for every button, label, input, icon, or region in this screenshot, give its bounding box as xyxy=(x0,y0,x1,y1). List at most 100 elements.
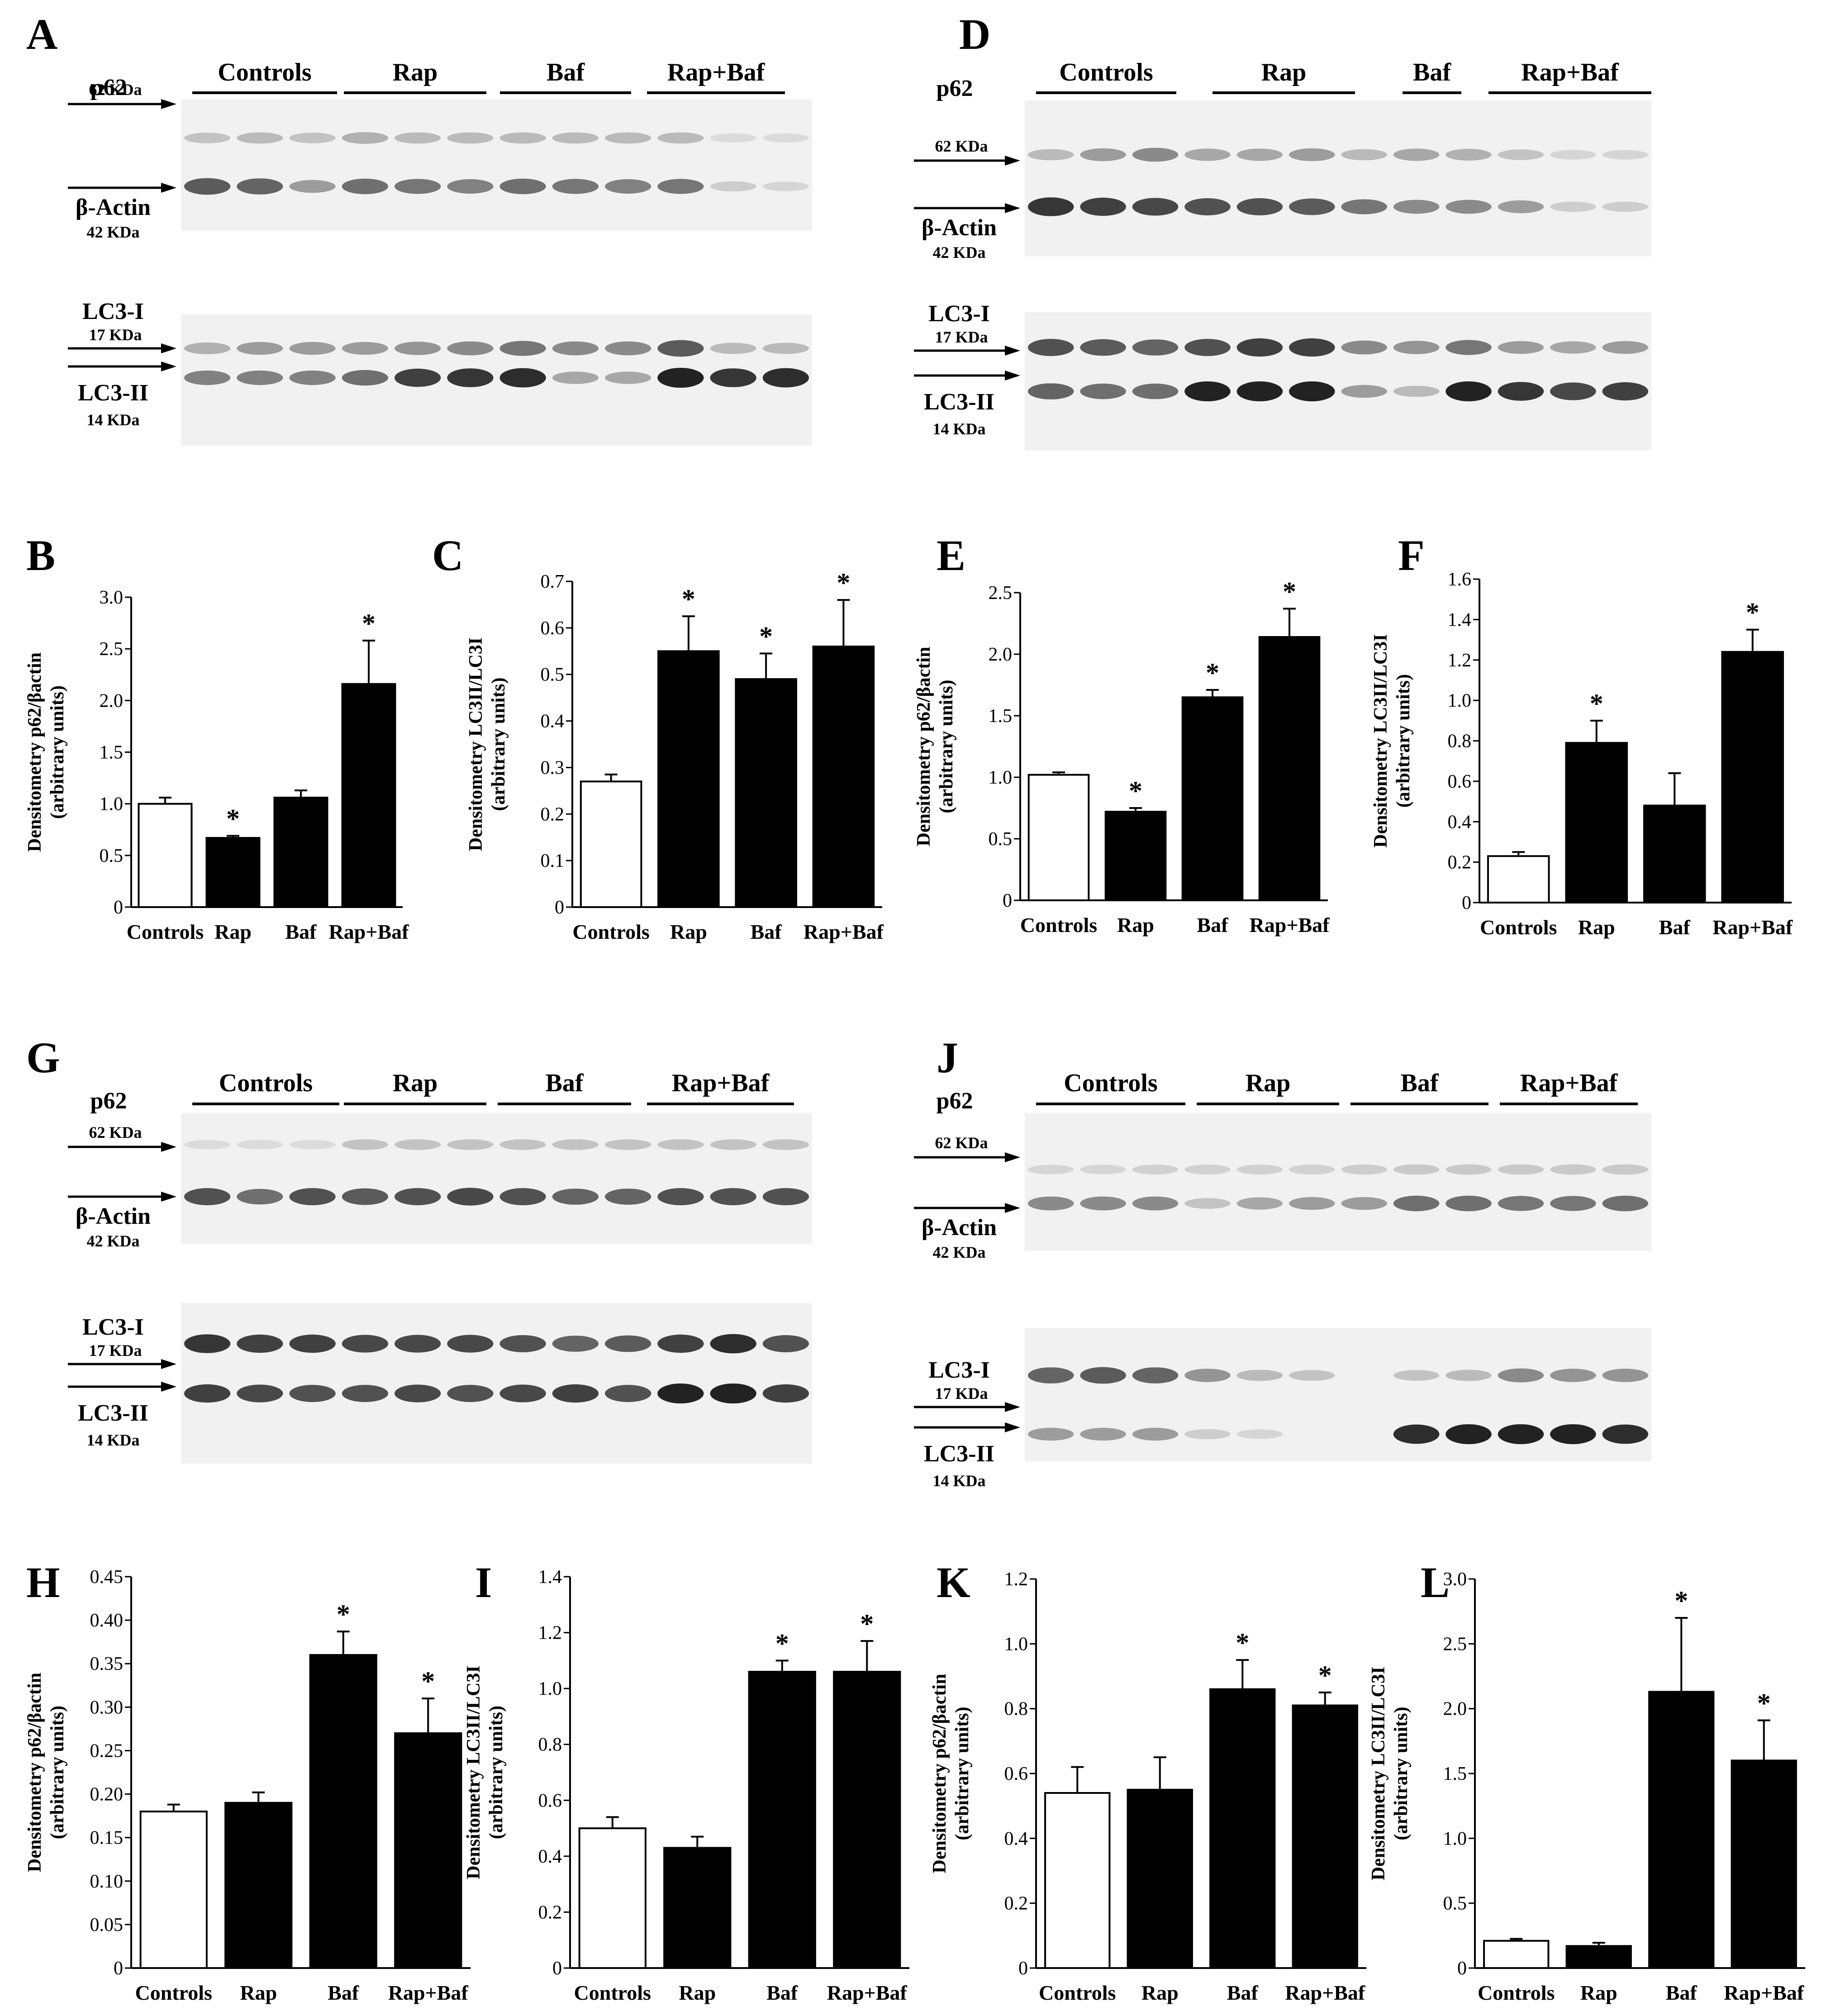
blot-membrane xyxy=(1025,1328,1651,1461)
blot-band xyxy=(1132,1427,1179,1441)
y-axis-label: (arbitrary units) xyxy=(1391,1707,1412,1840)
x-tick-label: Rap+Baf xyxy=(804,920,884,943)
group-label: Controls xyxy=(219,1069,313,1097)
x-tick-label: Baf xyxy=(1659,916,1691,939)
blot-band xyxy=(1393,1164,1440,1175)
blot-band xyxy=(184,1188,231,1205)
blot-band xyxy=(1550,382,1596,400)
band-size-label: 17 KDa xyxy=(935,1384,988,1403)
band-label-lc3-ii: LC3-II xyxy=(78,1400,148,1426)
blot-band xyxy=(1498,1368,1544,1383)
y-tick-label: 0.1 xyxy=(541,851,565,871)
blot-band xyxy=(1027,149,1074,161)
y-tick-label: 0.4 xyxy=(1004,1828,1028,1849)
panel-letter-F: F xyxy=(1398,531,1425,580)
blot-band xyxy=(1393,148,1440,161)
y-tick-label: 1.5 xyxy=(1443,1764,1467,1784)
x-tick-label: Rap+Baf xyxy=(1724,1981,1804,2004)
blot-band xyxy=(184,133,231,143)
blot-band xyxy=(1550,201,1596,212)
blot-band xyxy=(1184,1369,1231,1382)
blot-band xyxy=(1446,1369,1492,1381)
blot-band xyxy=(342,370,389,386)
blot-band xyxy=(342,342,389,355)
x-tick-label: Controls xyxy=(1480,916,1557,939)
y-tick-label: 0.45 xyxy=(90,1567,124,1588)
blot-band xyxy=(1550,1369,1596,1382)
y-tick-label: 0.10 xyxy=(90,1871,124,1892)
bar-chart-B: 0 0.5 1.0 1.5 2.0 2.5 3.0 Densitometry p62/βact… xyxy=(24,587,409,943)
blot-membrane xyxy=(181,1113,812,1244)
blot-membrane xyxy=(181,1303,812,1464)
x-tick-label: Rap xyxy=(1117,913,1154,937)
blot-band xyxy=(499,1335,546,1352)
blot-band xyxy=(657,340,704,357)
significance-asterisk: * xyxy=(1206,658,1219,688)
y-tick-label: 0 xyxy=(1462,893,1471,913)
x-tick-label: Rap+Baf xyxy=(388,1981,469,2004)
bar xyxy=(833,1671,901,1969)
significance-asterisk: * xyxy=(837,568,850,598)
blot-band xyxy=(1132,198,1179,216)
y-tick-label: 2.0 xyxy=(989,644,1013,665)
band-size-label: 42 KDa xyxy=(87,1232,140,1250)
blot-band xyxy=(762,1384,809,1403)
bar xyxy=(138,803,193,908)
y-axis-label: Densitometry p62/βactin xyxy=(929,1674,950,1873)
blot-band xyxy=(184,178,231,195)
x-tick-label: Rap xyxy=(1578,916,1615,939)
blot-band xyxy=(1446,1164,1492,1175)
y-tick-label: 0.6 xyxy=(541,618,565,639)
band-size-label: 62 KDa xyxy=(89,81,142,99)
blot-band xyxy=(447,1335,494,1353)
bar xyxy=(1643,804,1706,903)
group-label: Rap xyxy=(393,58,438,86)
y-tick-label: 1.4 xyxy=(1448,609,1472,630)
bar xyxy=(1648,1691,1715,1969)
blot-band xyxy=(237,1140,283,1150)
blot-band xyxy=(1289,1165,1335,1174)
blot-band xyxy=(1184,1429,1231,1440)
blot-band xyxy=(1498,200,1544,214)
bar-chart-C: 0 0.1 0.2 0.3 0.4 0.5 0.6 0.7 Densitometry LC3II… xyxy=(466,568,884,943)
blot-band xyxy=(1446,381,1492,401)
blot-band xyxy=(1236,381,1283,401)
blot-band xyxy=(1236,1369,1283,1381)
blot-band xyxy=(1080,1427,1126,1441)
blot-band xyxy=(657,1139,704,1150)
blot-band xyxy=(1027,1196,1074,1211)
band-label-lc3-ii: LC3-II xyxy=(78,380,148,406)
blot-band xyxy=(1289,1197,1335,1210)
y-tick-label: 0 xyxy=(1457,1958,1467,1979)
blot-band xyxy=(762,342,809,354)
y-tick-label: 0 xyxy=(555,897,564,918)
blot-band xyxy=(1602,1369,1649,1382)
blot-band xyxy=(447,368,494,387)
blot-band xyxy=(1027,197,1074,216)
panel-letter-E: E xyxy=(937,531,965,580)
x-tick-label: Rap+Baf xyxy=(1712,916,1793,939)
blot-band xyxy=(1498,1196,1544,1211)
blot-band xyxy=(1289,381,1335,401)
bar-chart-L: 0 0.5 1.0 1.5 2.0 2.5 3.0 Densitometry LC3II/LC… xyxy=(1368,1569,1805,2004)
x-tick-label: Controls xyxy=(135,1981,212,2004)
panel-letter-L: L xyxy=(1421,1558,1450,1607)
blot-membrane xyxy=(181,314,812,446)
group-label: Baf xyxy=(547,58,585,86)
blot-band xyxy=(499,132,546,144)
blot-band xyxy=(710,368,756,387)
significance-asterisk: * xyxy=(1318,1660,1332,1690)
blot-band xyxy=(1550,150,1596,160)
blot-band xyxy=(1446,1195,1492,1212)
group-label: Baf xyxy=(1413,58,1451,86)
blot-band xyxy=(289,1334,336,1353)
blot-band xyxy=(1184,1165,1231,1174)
bar xyxy=(1181,696,1244,901)
blot-band xyxy=(762,368,809,388)
x-tick-label: Rap xyxy=(214,920,252,943)
blot-band xyxy=(710,1139,756,1150)
x-tick-label: Controls xyxy=(127,920,204,943)
blot-band xyxy=(552,1139,599,1150)
y-tick-label: 0.5 xyxy=(1443,1893,1467,1914)
group-label: Controls xyxy=(218,58,311,86)
